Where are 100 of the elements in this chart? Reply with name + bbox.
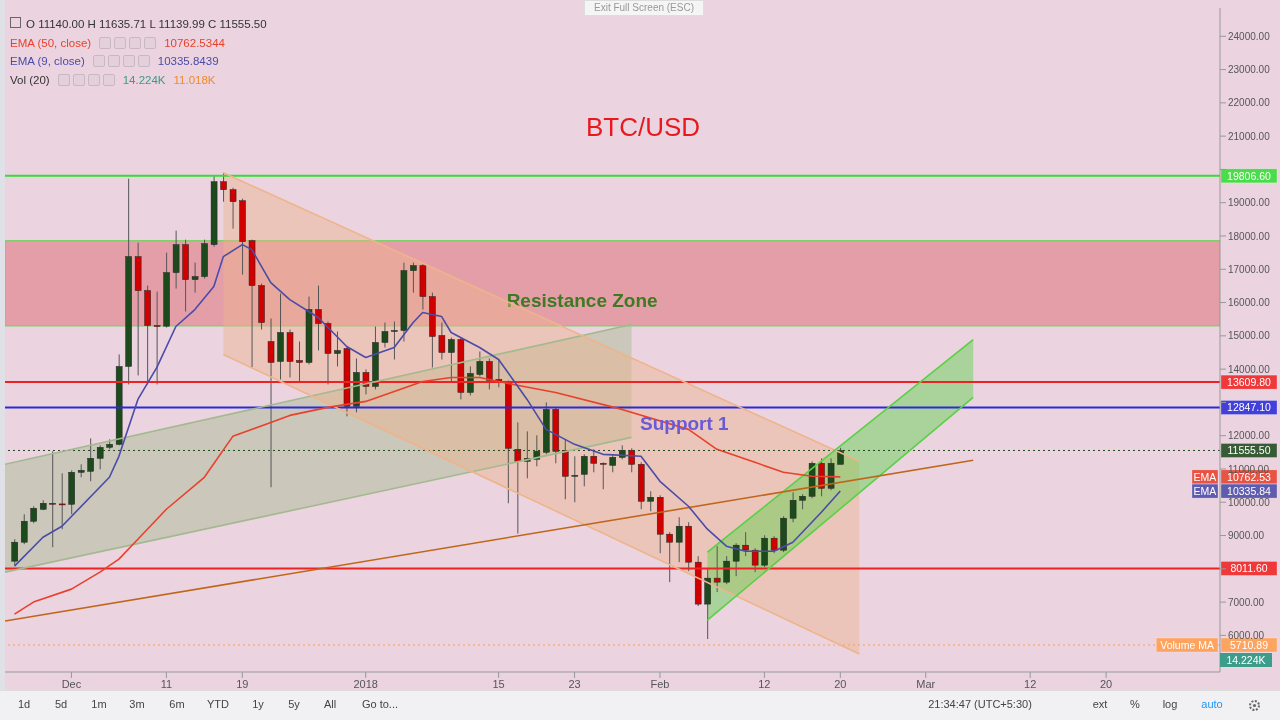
line-series	[13, 376, 842, 615]
x-tick-label: 12	[1024, 677, 1037, 690]
ref-line-label: 5710.89	[1230, 638, 1269, 651]
candlestick	[723, 555, 730, 585]
ref-line-label: 11555.50	[1227, 444, 1271, 457]
candlestick	[267, 318, 275, 488]
price-tag: 8011.60	[1220, 561, 1278, 576]
candlestick	[448, 337, 455, 383]
candlestick	[296, 341, 303, 383]
text: All	[323, 698, 337, 710]
text: YTD	[207, 698, 229, 710]
x-tick-label: 20	[834, 677, 847, 690]
candlestick	[713, 545, 721, 593]
annotation: 10335.8439	[157, 54, 219, 69]
y-tick-label: 17000.00	[1228, 263, 1271, 275]
price-tag: 19806.60	[1220, 168, 1278, 184]
candlestick	[581, 453, 588, 487]
y-tick-label: 16000.00	[1228, 297, 1271, 309]
y-tick-label: 10000.00	[1228, 496, 1271, 508]
y-tick-label: 18000.00	[1228, 230, 1271, 242]
candlestick	[334, 331, 341, 367]
candlestick	[381, 322, 389, 348]
ref-line-label: 12847.10	[1227, 401, 1272, 414]
y-tick-label: 23000.00	[1228, 64, 1271, 76]
text: 1y	[252, 698, 264, 710]
text: 5d	[54, 698, 68, 710]
text: 21:34:47 (UTC+5:30)	[928, 698, 1032, 710]
text: EMA (9, close)	[10, 54, 85, 69]
annotation: 14.224K	[122, 72, 166, 88]
price-tag: 11555.50	[1220, 443, 1278, 458]
candlestick	[732, 542, 740, 577]
annotation: O 11140.00 H 11635.71 L 11139.99 C 11555.50	[25, 17, 267, 32]
candlestick	[789, 491, 797, 523]
candlestick	[191, 262, 199, 294]
text: EMA (50, close)	[10, 35, 92, 51]
candlestick	[11, 538, 18, 566]
text: 6m	[169, 698, 185, 710]
y-tick-label: 24000.00	[1228, 30, 1271, 42]
text: 5y	[288, 698, 300, 710]
candlestick	[220, 172, 227, 203]
candlestick	[476, 350, 484, 377]
price-tag: EMA	[1191, 469, 1219, 485]
text: Go to...	[361, 698, 399, 710]
annotation: Volume MA	[1160, 638, 1214, 651]
y-tick-label: 22000.00	[1228, 97, 1271, 109]
candlestick	[153, 291, 161, 385]
candlestick	[315, 285, 322, 351]
x-tick-label: 2018	[353, 677, 378, 690]
ref-line-label: 13609.80	[1227, 375, 1272, 388]
text: 1d	[17, 698, 31, 710]
band-label: Resistance Zone	[506, 289, 658, 311]
y-tick-label: 12000.00	[1228, 430, 1271, 442]
x-tick-label: 23	[568, 677, 581, 690]
text: 14.224K	[1220, 653, 1272, 667]
x-tick-label: 11	[160, 677, 173, 690]
candlestick	[486, 357, 493, 390]
candlestick	[742, 531, 749, 557]
price-tag: EMA	[1191, 483, 1219, 499]
x-tick-label: 15	[492, 677, 505, 690]
y-tick-label: 19000.00	[1228, 197, 1271, 209]
candlestick	[410, 262, 417, 294]
candlestick	[666, 531, 673, 583]
x-tick-label: 20	[1099, 677, 1113, 690]
text: %	[1130, 698, 1140, 710]
x-tick-label: 19	[236, 677, 249, 690]
candlestick	[229, 187, 237, 230]
candlestick	[58, 472, 66, 530]
candlestick	[514, 421, 522, 535]
y-tick-label: 9000.00	[1228, 530, 1265, 542]
y-tick-label: 7000.00	[1228, 596, 1265, 608]
text: ext	[1092, 698, 1108, 710]
text: BTC/USD	[584, 112, 702, 143]
candlestick	[571, 455, 579, 503]
candlestick	[590, 448, 598, 473]
line-series	[13, 243, 842, 567]
annotation: Vol (20)	[10, 72, 50, 88]
price-tag: 12847.10	[1220, 400, 1278, 415]
x-tick-label: 12	[758, 677, 771, 690]
candlestick	[438, 322, 446, 360]
text: auto	[1201, 698, 1223, 710]
text: 1m	[91, 698, 107, 710]
price-tag: 13609.80	[1220, 374, 1278, 390]
candlestick	[20, 513, 28, 545]
candlestick	[675, 516, 683, 563]
candlestick	[49, 450, 56, 548]
annotation: 11.018K	[173, 72, 216, 88]
annotation: Exit Full Screen (ESC)	[584, 0, 704, 16]
candlestick	[600, 461, 607, 490]
price-tag: Volume MA	[1155, 637, 1219, 653]
candlestick	[391, 321, 398, 360]
price-tag: 10335.84	[1220, 483, 1278, 499]
y-tick-label: 14000.00	[1228, 363, 1271, 375]
candlestick	[647, 490, 654, 512]
text: log	[1162, 698, 1178, 710]
ref-line-label: 8011.60	[1230, 562, 1268, 575]
text: 3m	[129, 698, 145, 710]
x-tick-label: Feb	[650, 677, 670, 690]
ref-line-label: 19806.60	[1227, 169, 1272, 182]
x-tick-label: Dec	[61, 677, 82, 690]
annotation: 10762.5344	[164, 35, 225, 51]
